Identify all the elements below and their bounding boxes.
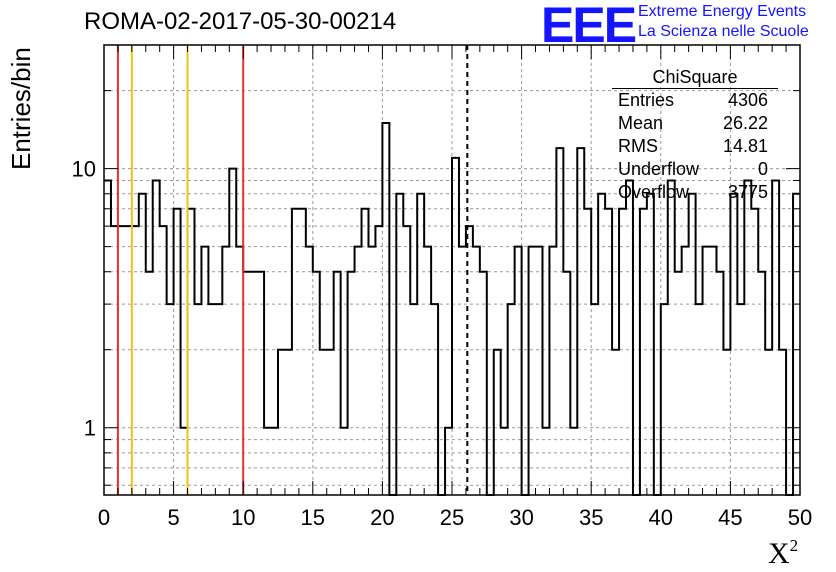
stats-key: Entries <box>618 90 675 110</box>
stats-key: Mean <box>618 113 664 133</box>
stats-row-mean: Mean 26.22 <box>612 112 778 135</box>
stats-value: 3775 <box>727 182 768 202</box>
x-tick-label: 45 <box>718 505 742 530</box>
brand-line-2: La Scienza nelle Scuole <box>638 23 809 40</box>
x-tick-label: 40 <box>649 505 673 530</box>
stats-row-overflow: Overflow 3775 <box>612 181 778 204</box>
chart-title: ROMA-02-2017-05-30-00214 <box>84 8 397 35</box>
x-tick-label: 20 <box>370 505 394 530</box>
x-tick-label: 30 <box>509 505 533 530</box>
stats-key: Overflow <box>618 182 690 202</box>
stats-value: 14.81 <box>722 136 768 156</box>
x-tick-label: 10 <box>231 505 255 530</box>
x-tick-label: 5 <box>167 505 179 530</box>
brand-line-1: Extreme Energy Events <box>638 3 807 20</box>
stats-value: 26.22 <box>722 113 768 133</box>
x-tick-label: 15 <box>301 505 325 530</box>
stats-row-entries: Entries 4306 <box>612 89 778 112</box>
stats-row-underflow: Underflow 0 <box>612 158 778 181</box>
stats-row-rms: RMS 14.81 <box>612 135 778 158</box>
stats-value: 0 <box>757 159 768 179</box>
stats-key: RMS <box>618 136 658 156</box>
y-tick-label: 1 <box>84 416 96 441</box>
stats-value: 4306 <box>727 90 768 110</box>
y-axis-label-box: Entries/bin <box>6 47 36 180</box>
x-axis-label-text: X <box>768 537 790 570</box>
histogram-step-line <box>104 122 800 496</box>
x-tick-label: 25 <box>440 505 464 530</box>
x-axis-label: X2 <box>768 536 798 571</box>
y-axis-label: Entries/bin <box>6 47 36 170</box>
x-axis-label-superscript: 2 <box>789 536 799 555</box>
stats-title: ChiSquare <box>612 66 778 89</box>
x-tick-label: 0 <box>98 505 110 530</box>
stats-box: ChiSquare Entries 4306 Mean 26.22 RMS 14… <box>612 66 778 204</box>
x-tick-label: 35 <box>579 505 603 530</box>
y-tick-label: 10 <box>72 157 96 182</box>
eee-logo: EEE <box>541 0 637 53</box>
x-tick-label: 50 <box>788 505 812 530</box>
stats-key: Underflow <box>618 159 700 179</box>
